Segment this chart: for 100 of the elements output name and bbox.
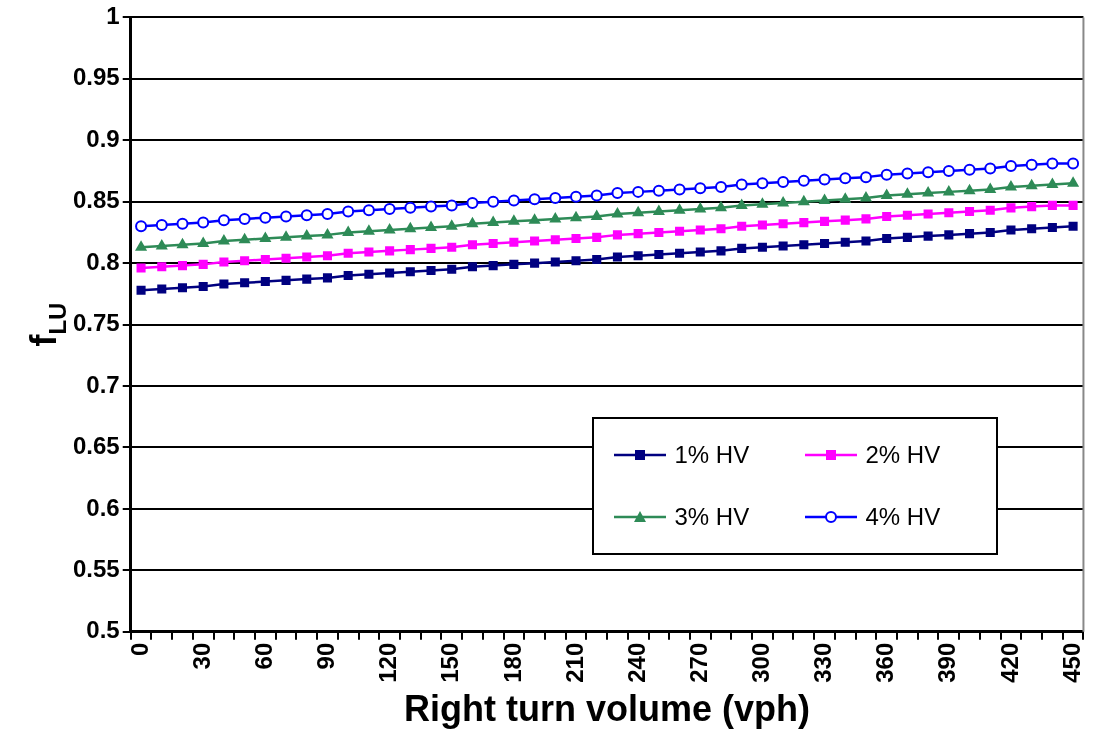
point (590, 189, 603, 202)
point (839, 193, 851, 203)
point (383, 203, 396, 216)
y-tick-label: 0.6 (86, 493, 120, 521)
point (922, 166, 935, 179)
y-tick-label: 0.5 (86, 616, 120, 644)
point (509, 259, 519, 269)
x-tick-label: 30 (187, 642, 215, 670)
x-tick-label: 390 (933, 642, 961, 683)
point (592, 254, 602, 264)
point (965, 229, 975, 239)
y-tick-label: 0.65 (72, 432, 120, 460)
x-tick-label: 120 (374, 642, 402, 683)
point (197, 237, 209, 247)
point (570, 190, 583, 203)
point (1046, 157, 1059, 170)
point (447, 264, 457, 274)
point (860, 192, 872, 202)
point (694, 182, 707, 195)
point (467, 240, 477, 250)
point (861, 214, 871, 224)
point (549, 212, 561, 223)
point (300, 209, 313, 222)
point (425, 221, 437, 232)
x-tick-label: 210 (560, 642, 588, 683)
point (923, 209, 933, 219)
x-tick-label: 420 (995, 642, 1023, 683)
point (176, 217, 189, 230)
point (447, 242, 457, 252)
point (322, 273, 333, 283)
x-tick-label: 270 (684, 642, 712, 683)
point (797, 174, 810, 187)
point (695, 247, 705, 257)
point (632, 185, 645, 198)
point (156, 239, 168, 250)
point (507, 194, 520, 207)
y-tick-label: 0.75 (72, 309, 120, 337)
point (1068, 221, 1078, 231)
point (965, 207, 975, 217)
y-tick-label: 0.55 (72, 554, 120, 582)
point (509, 237, 519, 247)
point (508, 215, 520, 225)
point (302, 252, 312, 262)
point (302, 274, 312, 284)
point (985, 205, 995, 215)
point (964, 184, 975, 195)
point (674, 204, 685, 214)
point (260, 254, 270, 264)
point (944, 208, 954, 218)
point (799, 218, 809, 228)
point (902, 232, 912, 242)
point (778, 219, 788, 229)
point (363, 225, 375, 235)
point (798, 195, 810, 206)
point (880, 168, 893, 181)
y-tick-label: 0.8 (86, 247, 120, 275)
point (882, 234, 892, 244)
point (840, 215, 850, 225)
point (362, 204, 375, 217)
point (820, 216, 830, 226)
point (943, 185, 955, 196)
point (654, 227, 664, 237)
point (923, 231, 933, 241)
x-tick-label: 360 (871, 642, 899, 683)
point (343, 248, 353, 258)
point (591, 210, 603, 220)
point (322, 251, 333, 261)
point (136, 285, 146, 295)
point (820, 238, 830, 249)
point (405, 245, 415, 255)
point (570, 211, 582, 222)
point (944, 230, 954, 240)
point (364, 269, 374, 279)
x-tick-label: 450 (1057, 642, 1085, 683)
point (445, 199, 458, 212)
point (301, 230, 313, 240)
point (611, 187, 624, 200)
point (425, 200, 438, 213)
point (528, 193, 541, 206)
point (466, 196, 479, 209)
point (694, 203, 706, 213)
y-tick-label: 0.95 (72, 63, 120, 91)
legend-label: 2% HV (865, 440, 941, 469)
point (1067, 157, 1080, 170)
point (321, 207, 334, 220)
point (385, 268, 395, 278)
point (404, 201, 417, 214)
point (882, 211, 892, 221)
point (901, 167, 914, 180)
point (281, 275, 291, 285)
point (757, 220, 767, 230)
point (612, 207, 623, 218)
point (1004, 160, 1017, 173)
y-axis-title: fLU (23, 302, 71, 347)
point (197, 216, 210, 229)
point (819, 194, 830, 204)
point (280, 210, 293, 223)
x-tick-label: 300 (747, 642, 775, 683)
point (571, 256, 581, 266)
point (1047, 200, 1057, 210)
